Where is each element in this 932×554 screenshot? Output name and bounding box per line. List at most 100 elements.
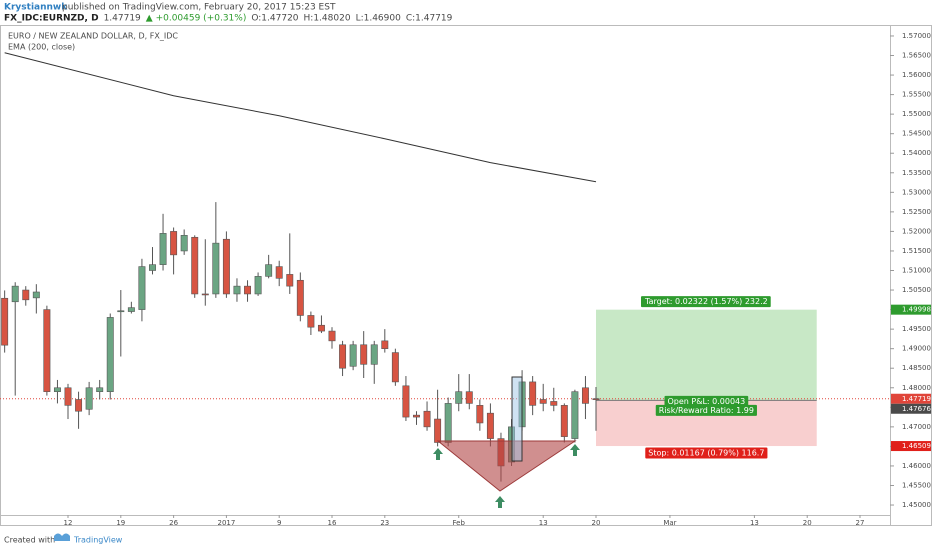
y-tick-label: 1.51000	[902, 267, 931, 275]
candle-body	[32, 291, 40, 299]
symbol-line: FX_IDC:EURNZD, D 1.47719 ▲ +0.00459 (+0.…	[4, 14, 453, 24]
candle-body	[571, 391, 579, 439]
y-tick-label: 1.53000	[902, 188, 931, 196]
x-tick-label: Feb	[453, 519, 466, 527]
candle-body	[117, 310, 125, 313]
candle-body	[180, 235, 188, 252]
candle-body	[476, 405, 484, 424]
x-tick-label: 16	[328, 519, 337, 527]
candle-body	[244, 285, 251, 295]
x-tick-label: 26	[169, 519, 178, 527]
candle-body	[85, 387, 93, 410]
candle-body	[444, 403, 452, 443]
candle-body	[106, 317, 114, 392]
candle-body	[170, 231, 178, 256]
pattern	[433, 376, 580, 508]
ema-line	[4, 52, 597, 183]
x-tick-label: 13	[750, 519, 759, 527]
stop-label-box	[645, 447, 768, 459]
arrow-up	[495, 496, 505, 508]
candle-body	[465, 391, 473, 404]
candle-body	[53, 387, 61, 392]
y-tick-label: 1.51500	[902, 247, 931, 255]
arrow-up	[433, 448, 443, 460]
price-tag: 1.46509	[902, 442, 931, 450]
y-tick-label: 1.47000	[902, 423, 931, 431]
candle-body	[43, 309, 51, 392]
x-tick-label: 9	[277, 519, 281, 527]
x-tick-label: 13	[539, 519, 548, 527]
candle-body	[317, 324, 325, 332]
price-tag-box	[891, 304, 931, 315]
candle-body	[360, 344, 368, 365]
candle-body	[381, 340, 389, 349]
price-tag: 1.47719	[902, 395, 931, 403]
indicator-legend: EMA (200, close)	[8, 43, 75, 52]
pnl-label: Open P&L: 0.00043	[667, 397, 745, 406]
candle-body	[127, 307, 135, 312]
price: 1.47719	[104, 14, 141, 24]
symbol: FX_IDC:EURNZD, D	[4, 14, 99, 24]
y-tick-label: 1.54500	[902, 130, 931, 138]
candle-body	[423, 410, 431, 428]
candle-body	[64, 387, 72, 406]
candle-body	[434, 418, 442, 443]
price-tag: 1.49998	[902, 306, 931, 314]
candle-body	[75, 399, 83, 412]
candle-body	[11, 285, 19, 303]
x-tick-label: 2017	[217, 519, 235, 527]
rr-label: Risk/Reward Ratio: 1.99	[659, 406, 754, 415]
candle-body	[413, 414, 420, 418]
y-tick-label: 1.50500	[902, 286, 931, 294]
candle-body	[349, 344, 357, 367]
candle-body	[339, 344, 347, 369]
y-tick-label: 1.45500	[902, 481, 931, 489]
candle-body	[191, 236, 199, 295]
footer-brand: TradingView	[73, 536, 123, 545]
y-tick-label: 1.46000	[902, 462, 931, 470]
y-tick-label: 1.55000	[902, 110, 931, 118]
candle-body	[286, 274, 294, 287]
candle-body	[222, 238, 230, 295]
candle-body	[328, 330, 336, 342]
candle-body	[550, 401, 558, 406]
triangle-pattern	[436, 440, 577, 492]
y-tick-label: 1.56500	[902, 52, 931, 60]
y-tick-label: 1.54000	[902, 149, 931, 157]
candle-body	[138, 266, 146, 310]
y-tick-label: 1.45000	[902, 501, 931, 509]
y-tick-label: 1.52500	[902, 208, 931, 216]
arrow-up	[570, 444, 580, 456]
y-tick-label: 1.49000	[902, 345, 931, 353]
y-tick-label: 1.52000	[902, 227, 931, 235]
candle-body	[149, 264, 156, 271]
price-tag-box	[891, 441, 931, 452]
candle-body	[560, 405, 568, 437]
published: published on TradingView.com, February 2…	[62, 3, 336, 13]
x-tick-label: 12	[64, 519, 73, 527]
tv-logo	[54, 533, 70, 541]
candle-body	[265, 264, 273, 277]
rr-label-box	[655, 404, 757, 416]
x-tick-label: 27	[856, 519, 865, 527]
candle-body	[159, 233, 167, 265]
ohlc-close: C:1.47719	[406, 14, 453, 24]
y-tick-label: 1.49500	[902, 325, 931, 333]
ohlc-high: H:1.48020	[304, 14, 351, 24]
candle-body	[296, 279, 304, 316]
target-label-box	[641, 296, 771, 308]
pnl-label-box	[664, 395, 749, 407]
ohlc-low: L:1.46900	[356, 14, 402, 24]
y-tick-label: 1.48000	[902, 384, 931, 392]
footer-created: Created with	[4, 536, 55, 545]
candle-body	[529, 381, 537, 406]
candle-body	[201, 293, 209, 296]
y-tick-label: 1.56000	[902, 71, 931, 79]
stop-label: Stop: 0.01167 (0.79%) 116.7	[648, 449, 764, 458]
price-tag-box	[891, 393, 931, 404]
candle-body	[275, 266, 283, 279]
candle-body	[233, 285, 241, 295]
target-zone	[596, 309, 817, 401]
price-tag-box	[891, 403, 931, 414]
